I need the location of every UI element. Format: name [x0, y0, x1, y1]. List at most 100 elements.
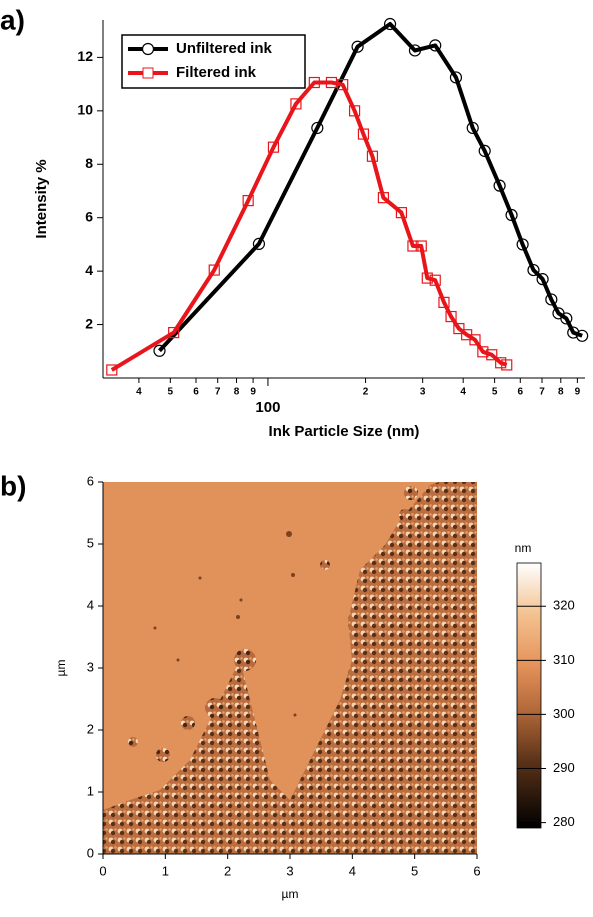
small-particles	[153, 531, 297, 717]
marker	[252, 237, 266, 250]
marker	[351, 40, 364, 53]
x-tick-label: 5	[492, 387, 498, 398]
marker	[208, 264, 220, 276]
marker	[469, 334, 481, 346]
marker	[308, 76, 320, 89]
marker	[407, 240, 419, 252]
series-line	[110, 80, 508, 372]
x-tick-label: 5	[411, 863, 418, 878]
marker	[290, 98, 302, 110]
x-tick-label: 4	[460, 387, 466, 398]
x-tick-label: 7	[215, 387, 221, 398]
marker	[505, 208, 518, 222]
marker	[477, 346, 489, 358]
marker	[325, 76, 338, 89]
particle-region	[103, 482, 477, 854]
marker	[168, 326, 180, 339]
y-tick-label: 3	[87, 659, 94, 674]
x-tick-label: 9	[575, 387, 581, 398]
x-tick-label: 8	[558, 387, 564, 398]
marker	[421, 272, 433, 284]
y-tick-label: 5	[87, 535, 94, 550]
marker	[453, 322, 465, 335]
y-axis-label: Intensity %	[33, 159, 50, 238]
marker	[527, 263, 540, 277]
y-tick-label: 2	[85, 315, 93, 331]
x-tick-label: 4	[136, 387, 142, 398]
afm-image	[103, 482, 477, 854]
y-tick-label: 4	[87, 597, 94, 612]
colorbar-label: nm	[515, 541, 532, 555]
y-tick-label: 6	[85, 208, 93, 224]
marker	[408, 44, 422, 57]
colorbar-tick-label: 300	[553, 706, 575, 721]
legend-label: Filtered ink	[176, 64, 257, 81]
marker	[545, 293, 558, 306]
legend-marker	[142, 67, 154, 79]
marker	[438, 296, 450, 308]
legend-box	[121, 34, 306, 89]
y-tick-label: 10	[77, 102, 93, 118]
marker	[395, 207, 408, 219]
marker	[377, 192, 389, 204]
marker	[576, 329, 589, 342]
marker	[493, 179, 506, 192]
y-tick-label: 12	[77, 48, 93, 64]
particle-clusters	[128, 486, 418, 762]
marker	[337, 79, 349, 91]
marker	[567, 326, 580, 339]
marker	[242, 195, 254, 207]
x-tick-label: 4	[349, 863, 356, 878]
marker	[357, 128, 370, 140]
x-tick-label: 2	[363, 387, 369, 398]
x-tick-label: 8	[234, 387, 240, 398]
y-tick-label: 4	[85, 262, 93, 278]
panel-label: b)	[0, 470, 26, 501]
marker	[383, 17, 397, 31]
x-axis-label: Ink Particle Size (nm)	[269, 423, 420, 440]
marker	[486, 349, 498, 361]
legend-label: Unfiltered ink	[176, 40, 273, 57]
marker	[536, 273, 549, 286]
marker	[429, 39, 442, 52]
x-axis-label: µm	[282, 887, 299, 901]
colorbar-tick-label: 320	[553, 598, 575, 613]
marker	[449, 71, 463, 84]
marker	[445, 310, 457, 323]
x-tick-label: 3	[420, 387, 426, 398]
marker	[311, 121, 324, 135]
x-tick-label: 1	[162, 863, 169, 878]
marker	[495, 357, 507, 369]
y-axis-label: µm	[54, 660, 68, 677]
x-tick-label: 6	[518, 387, 524, 398]
legend-marker	[141, 42, 155, 56]
x-tick-label: 3	[286, 863, 293, 878]
x-tick-label: 0	[99, 863, 106, 878]
x-tick-label: 2	[224, 863, 231, 878]
marker	[466, 121, 479, 135]
colorbar	[516, 562, 542, 829]
colorbar-tick-label: 280	[553, 814, 575, 829]
marker	[478, 144, 491, 158]
panel-label: a)	[0, 4, 25, 35]
y-tick-label: 0	[87, 845, 94, 860]
marker	[106, 364, 118, 376]
marker	[501, 359, 513, 371]
marker	[415, 240, 427, 252]
series-line	[158, 22, 583, 353]
x-tick-label: 6	[473, 863, 480, 878]
x-tick-label: 9	[250, 387, 256, 398]
marker	[366, 150, 379, 162]
x-tick-label: 100	[255, 399, 280, 416]
x-tick-label: 5	[168, 387, 174, 398]
x-tick-label: 6	[193, 387, 199, 398]
marker	[153, 344, 166, 357]
colorbar-tick-label: 310	[553, 652, 575, 667]
marker	[348, 105, 361, 117]
marker	[429, 274, 441, 286]
marker	[267, 141, 280, 153]
y-tick-label: 1	[87, 783, 94, 798]
y-tick-label: 2	[87, 721, 94, 736]
